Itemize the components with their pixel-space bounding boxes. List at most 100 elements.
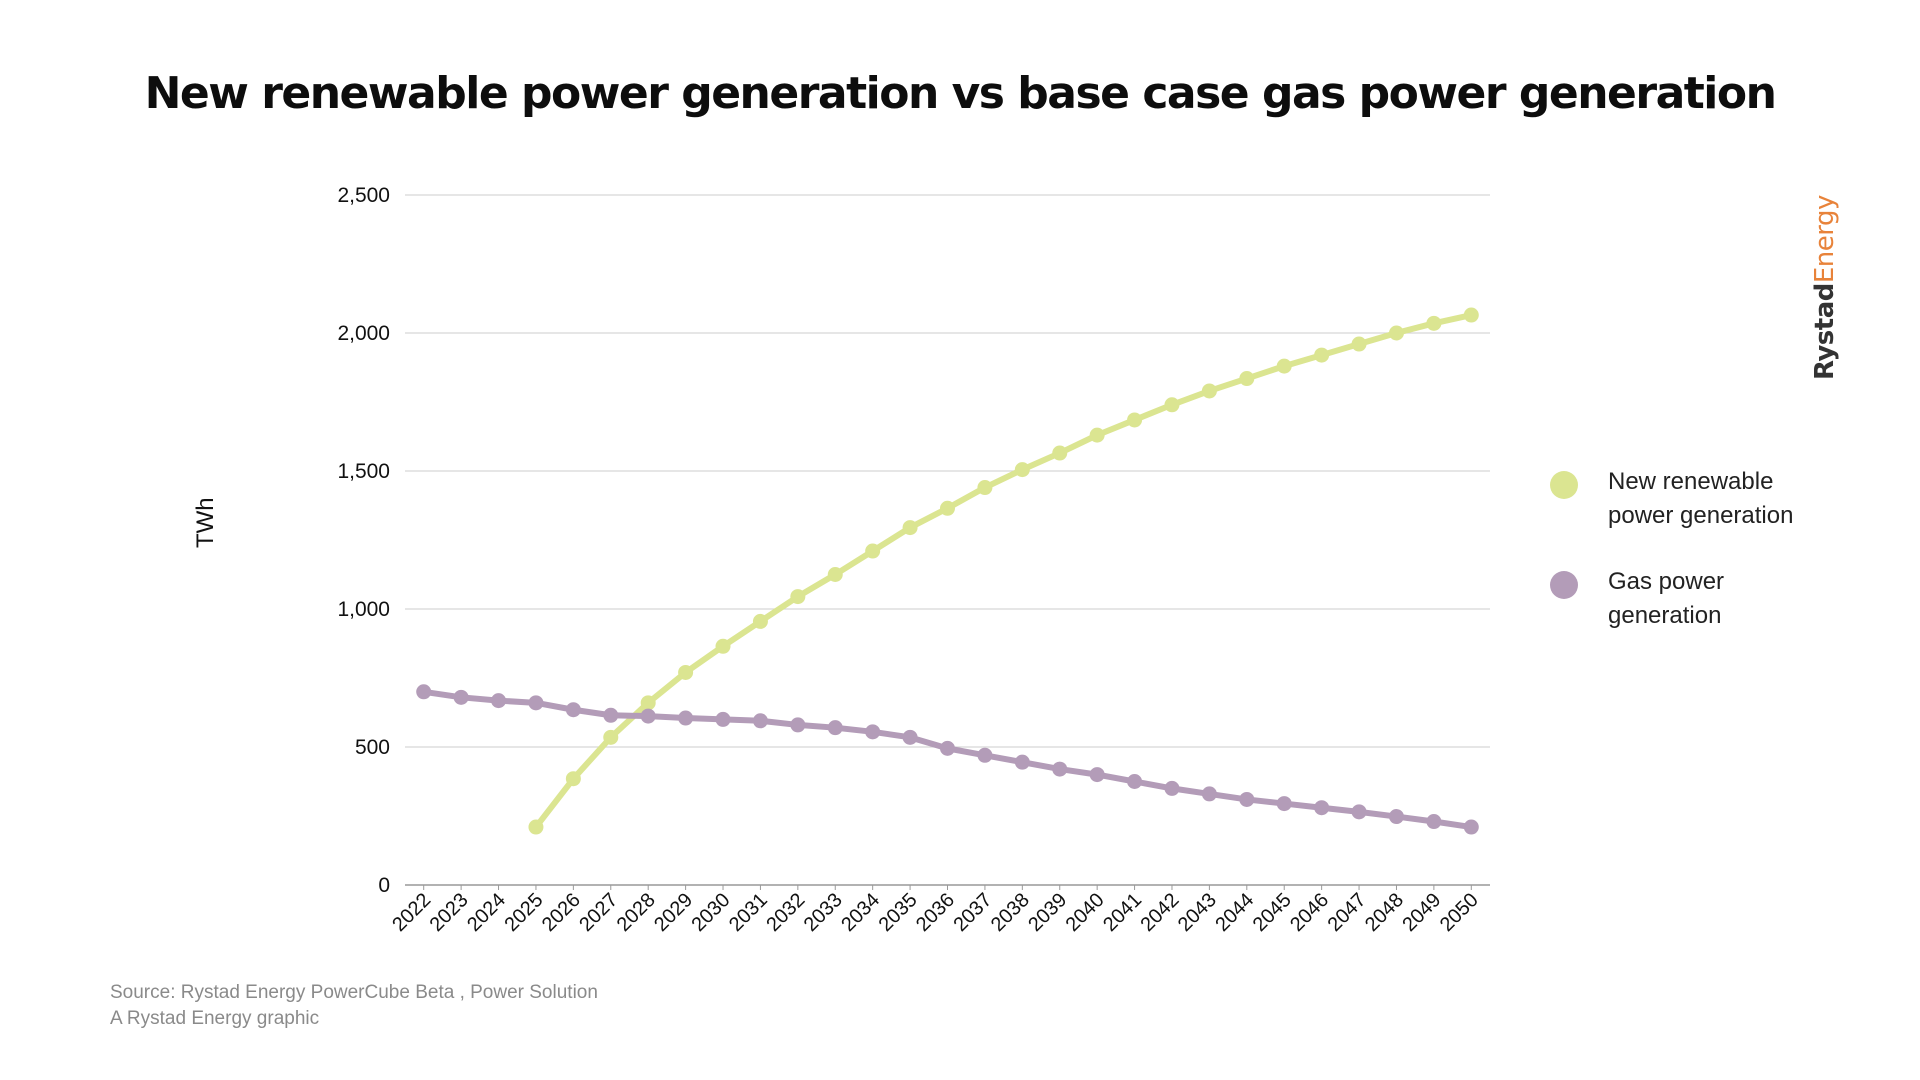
gas-data-point	[565, 702, 581, 718]
gas-data-point	[790, 717, 806, 733]
gas-data-point	[1052, 761, 1068, 777]
y-tick-label: 1,000	[337, 598, 390, 621]
renewable-data-point	[1052, 445, 1068, 461]
renewable-data-point	[940, 500, 955, 516]
x-tick-label: 2045	[1249, 889, 1296, 936]
y-tick-label: 500	[355, 736, 390, 759]
renewable-data-point	[1127, 412, 1143, 428]
logo-part-energy: Energy	[1810, 195, 1840, 284]
renewable-data-point	[715, 638, 731, 654]
source-note: Source: Rystad Energy PowerCube Beta , P…	[110, 980, 598, 1032]
gas-data-point	[752, 713, 768, 729]
x-tick-label: 2044	[1211, 889, 1258, 936]
legend-item-gas: Gas power generation	[1550, 565, 1828, 633]
gas-series-line	[420, 688, 1475, 831]
renewable-data-point	[1351, 336, 1367, 352]
x-tick-label: 2026	[538, 889, 585, 936]
renewable-data-point	[1014, 462, 1030, 478]
x-tick-label: 2041	[1099, 889, 1146, 936]
legend-swatch-renewable	[1550, 471, 1578, 499]
legend-item-renewable: New renewable power generation	[1550, 465, 1828, 533]
gas-data-point	[827, 720, 843, 736]
gas-data-point	[1127, 774, 1143, 789]
renewable-data-point	[1089, 427, 1105, 443]
gas-data-point	[678, 710, 694, 726]
gas-data-point	[902, 729, 918, 745]
legend: New renewable power generation Gas power…	[1550, 465, 1828, 665]
renewable-data-point	[827, 567, 843, 582]
gas-data-point	[416, 684, 432, 700]
renewable-data-point	[1463, 307, 1479, 323]
x-tick-label: 2033	[800, 889, 847, 936]
x-tick-label: 2028	[613, 889, 660, 936]
renewable-data-point	[752, 613, 768, 629]
x-tick-label: 2043	[1174, 889, 1221, 936]
gas-data-point	[491, 693, 507, 709]
renewable-data-point	[1388, 325, 1404, 341]
y-tick-label: 2,000	[337, 322, 390, 345]
x-tick-label: 2040	[1062, 889, 1109, 936]
gas-data-point	[1239, 791, 1255, 807]
y-axis-label: TWh	[192, 497, 219, 548]
renewable-data-point	[1201, 383, 1217, 399]
x-tick-label: 2030	[688, 889, 735, 936]
renewable-series-line	[532, 312, 1475, 831]
x-tick-label: 2031	[725, 889, 772, 936]
gas-data-point	[1276, 796, 1292, 812]
renewable-data-point	[865, 543, 881, 559]
x-tick-label: 2027	[575, 889, 622, 936]
x-tick-label: 2034	[837, 889, 884, 936]
x-tick-label: 2024	[463, 889, 510, 936]
gas-data-point	[1201, 786, 1217, 802]
gas-data-point	[977, 747, 993, 763]
gas-data-point	[1164, 780, 1180, 796]
x-tick-label: 2025	[500, 889, 547, 936]
x-tick-label: 2048	[1361, 889, 1408, 936]
x-tick-label: 2037	[949, 889, 996, 936]
gas-data-point	[603, 707, 619, 723]
legend-swatch-gas	[1550, 571, 1578, 599]
x-tick-label: 2039	[1024, 889, 1071, 936]
source-line: Source: Rystad Energy PowerCube Beta , P…	[110, 982, 598, 1003]
gas-data-point	[1089, 767, 1105, 783]
y-tick-label: 1,500	[337, 460, 390, 483]
gas-data-point	[1314, 800, 1330, 816]
renewable-data-point	[528, 819, 544, 835]
x-tick-label: 2050	[1436, 889, 1483, 936]
x-tick-label: 2046	[1286, 889, 1333, 936]
renewable-data-point	[1426, 315, 1442, 331]
y-tick-label: 0	[378, 874, 390, 897]
renewable-data-point	[1164, 397, 1180, 413]
renewable-data-point	[1239, 371, 1255, 387]
renewable-data-point	[678, 664, 694, 680]
x-tick-label: 2023	[426, 889, 473, 936]
logo-part-rystad: Rystad	[1810, 283, 1840, 380]
gas-data-point	[1014, 754, 1030, 770]
renewable-data-point	[1314, 347, 1330, 363]
renewable-data-point	[902, 520, 918, 536]
gas-data-point	[1388, 809, 1404, 825]
renewable-data-point	[1276, 358, 1292, 374]
gas-data-point	[528, 695, 544, 711]
gas-data-point	[1426, 814, 1442, 830]
credit-line: A Rystad Energy graphic	[110, 1008, 320, 1029]
x-tick-label: 2047	[1324, 889, 1371, 936]
gas-data-point	[640, 708, 656, 724]
y-tick-label: 2,500	[337, 184, 390, 207]
x-tick-label: 2049	[1398, 889, 1445, 936]
x-tick-label: 2035	[875, 889, 922, 936]
gas-data-point	[715, 711, 731, 727]
gas-data-point	[1351, 804, 1367, 820]
gas-data-point	[865, 724, 881, 740]
renewable-data-point	[603, 729, 619, 745]
legend-label-renewable: New renewable power generation	[1608, 468, 1794, 529]
gas-data-point	[453, 689, 469, 705]
rystad-energy-logo: RystadEnergy	[1790, 190, 1840, 380]
chart-title: New renewable power generation vs base c…	[144, 68, 1777, 119]
gas-data-point	[1463, 819, 1479, 835]
x-tick-label: 2029	[650, 889, 697, 936]
x-tick-label: 2022	[388, 889, 435, 936]
x-tick-label: 2036	[912, 889, 959, 936]
renewable-data-point	[790, 589, 806, 605]
